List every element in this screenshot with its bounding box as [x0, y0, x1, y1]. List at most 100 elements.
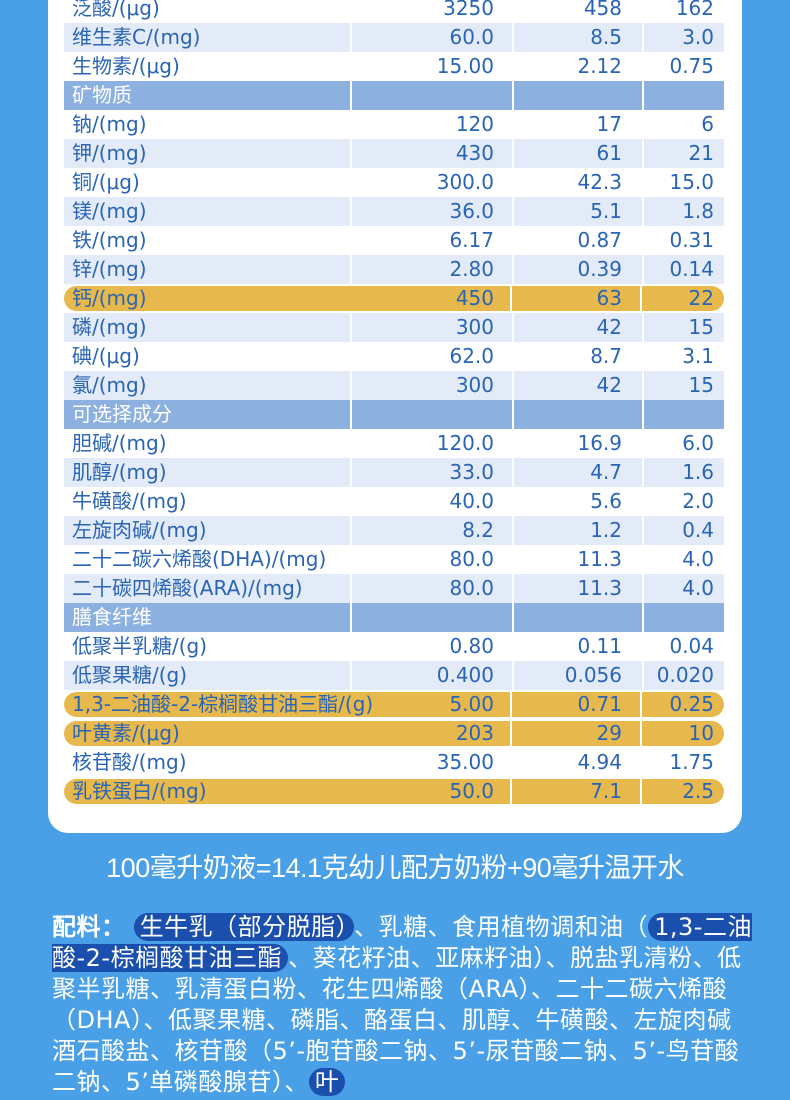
value-per-100g: 430	[352, 139, 512, 168]
value-per-100kj: 1.2	[514, 516, 642, 545]
value-per-100ml: 0.14	[644, 255, 724, 284]
highlighted-nutrient-row: 叶黄素/(μg) 203 29 10	[64, 719, 724, 748]
highlighted-nutrient-row: 乳铁蛋白/(mg) 50.0 7.1 2.5	[64, 777, 724, 806]
highlighted-nutrient-row: 1,3-二油酸-2-棕榈酸甘油三酯/(g) 5.00 0.71 0.25	[64, 690, 724, 719]
nutrient-row: 牛磺酸/(mg) 40.0 5.6 2.0	[64, 487, 724, 516]
nutrient-name: 牛磺酸/(mg)	[72, 489, 187, 513]
column-divider	[510, 286, 512, 311]
value-per-100kj: 8.7	[590, 344, 622, 368]
value-per-100g: 300	[352, 313, 512, 342]
value-per-100kj: 458	[583, 0, 622, 20]
section-title: 矿物质	[64, 81, 350, 110]
value-per-100kj: 8.5	[514, 23, 642, 52]
value-per-100kj: 42	[514, 371, 642, 400]
value-per-100g: 2.80	[352, 255, 512, 284]
value-per-100kj: 63	[596, 286, 622, 310]
value-per-100g: 450	[455, 286, 494, 310]
nutrient-name: 左旋肉碱/(mg)	[64, 516, 350, 545]
value-per-100ml: 0.04	[669, 634, 714, 658]
nutrient-row: 肌醇/(mg) 33.0 4.7 1.6	[64, 458, 724, 487]
nutrient-name: 泛酸/(μg)	[72, 0, 160, 20]
value-per-100ml: 3.1	[682, 344, 714, 368]
nutrient-name: 低聚半乳糖/(g)	[72, 634, 208, 658]
nutrient-name: 维生素C/(mg)	[64, 23, 350, 52]
column-divider	[640, 721, 642, 746]
value-per-100g: 80.0	[352, 574, 512, 603]
nutrient-row: 二十碳四烯酸(ARA)/(mg) 80.0 11.3 4.0	[64, 574, 724, 603]
section-cell	[644, 603, 724, 632]
nutrient-name: 二十碳四烯酸(ARA)/(mg)	[64, 574, 350, 603]
nutrient-name: 锌/(mg)	[64, 255, 350, 284]
value-per-100kj: 16.9	[577, 431, 622, 455]
nutrient-row: 泛酸/(μg) 3250 458 162	[64, 0, 724, 23]
nutrient-name: 胆碱/(mg)	[72, 431, 167, 455]
value-per-100g: 50.0	[449, 779, 494, 803]
nutrient-name: 乳铁蛋白/(mg)	[72, 779, 207, 803]
section-cell	[644, 400, 724, 429]
ingredient-text: 、乳糖、食用植物调和油（	[354, 913, 649, 941]
nutrient-row: 氯/(mg) 300 42 15	[64, 371, 724, 400]
nutrient-row: 碘/(μg) 62.0 8.7 3.1	[64, 342, 724, 371]
nutrient-name: 氯/(mg)	[64, 371, 350, 400]
column-divider	[640, 779, 642, 804]
nutrient-name: 二十二碳六烯酸(DHA)/(mg)	[72, 547, 327, 571]
value-per-100g: 6.17	[449, 228, 494, 252]
value-per-100kj: 11.3	[514, 574, 642, 603]
section-cell	[352, 603, 512, 632]
section-cell	[644, 81, 724, 110]
nutrient-row: 铜/(μg) 300.0 42.3 15.0	[64, 168, 724, 197]
value-per-100ml: 22	[688, 286, 714, 310]
value-per-100g: 15.00	[436, 54, 494, 78]
value-per-100kj: 61	[514, 139, 642, 168]
section-cell	[514, 400, 642, 429]
value-per-100kj: 5.6	[590, 489, 622, 513]
column-divider	[510, 721, 512, 746]
value-per-100kj: 5.1	[514, 197, 642, 226]
nutrient-row: 维生素C/(mg) 60.0 8.5 3.0	[64, 23, 724, 52]
nutrient-name: 钙/(mg)	[72, 286, 147, 310]
value-per-100g: 8.2	[352, 516, 512, 545]
column-divider	[510, 779, 512, 804]
nutrient-row: 低聚半乳糖/(g) 0.80 0.11 0.04	[64, 632, 724, 661]
column-divider	[640, 286, 642, 311]
nutrient-row: 低聚果糖/(g) 0.400 0.056 0.020	[64, 661, 724, 690]
value-per-100ml: 15	[644, 313, 724, 342]
nutrient-name: 磷/(mg)	[64, 313, 350, 342]
nutrient-row: 钠/(mg) 120 17 6	[64, 110, 724, 139]
nutrient-name: 铜/(μg)	[72, 170, 140, 194]
nutrient-name: 碘/(μg)	[72, 344, 140, 368]
section-header-row: 矿物质	[64, 81, 724, 110]
value-per-100g: 0.400	[352, 661, 512, 690]
value-per-100ml: 0.020	[644, 661, 724, 690]
value-per-100g: 120	[455, 112, 494, 136]
highlighted-ingredient: 生牛乳（部分脱脂）	[133, 913, 355, 941]
value-per-100kj: 0.87	[577, 228, 622, 252]
nutrient-name: 肌醇/(mg)	[64, 458, 350, 487]
value-per-100g: 3250	[443, 0, 494, 20]
nutrient-row: 镁/(mg) 36.0 5.1 1.8	[64, 197, 724, 226]
value-per-100ml: 1.8	[644, 197, 724, 226]
value-per-100ml: 4.0	[644, 574, 724, 603]
value-per-100g: 0.80	[449, 634, 494, 658]
highlight-pill	[64, 286, 724, 311]
value-per-100ml: 6	[701, 112, 714, 136]
nutrient-name: 叶黄素/(μg)	[72, 721, 180, 745]
nutrient-name: 低聚果糖/(g)	[64, 661, 350, 690]
nutrient-row: 左旋肉碱/(mg) 8.2 1.2 0.4	[64, 516, 724, 545]
column-divider	[640, 692, 642, 717]
nutrient-row: 磷/(mg) 300 42 15	[64, 313, 724, 342]
highlight-pill	[64, 779, 724, 804]
value-per-100ml: 0.75	[669, 54, 714, 78]
ingredient-text: 、葵花籽油、亚麻籽油）、脱盐乳清粉、低聚半乳糖、乳清蛋白粉、花生四烯酸（ARA）…	[52, 944, 742, 1096]
value-per-100ml: 4.0	[682, 547, 714, 571]
value-per-100kj: 2.12	[577, 54, 622, 78]
value-per-100kj: 11.3	[577, 547, 622, 571]
value-per-100ml: 1.75	[669, 750, 714, 774]
nutrient-name: 生物素/(μg)	[72, 54, 180, 78]
section-cell	[514, 81, 642, 110]
value-per-100g: 62.0	[449, 344, 494, 368]
nutrient-name: 铁/(mg)	[72, 228, 147, 252]
nutrient-name: 核苷酸/(mg)	[72, 750, 187, 774]
value-per-100ml: 10	[688, 721, 714, 745]
value-per-100ml: 2.5	[682, 779, 714, 803]
